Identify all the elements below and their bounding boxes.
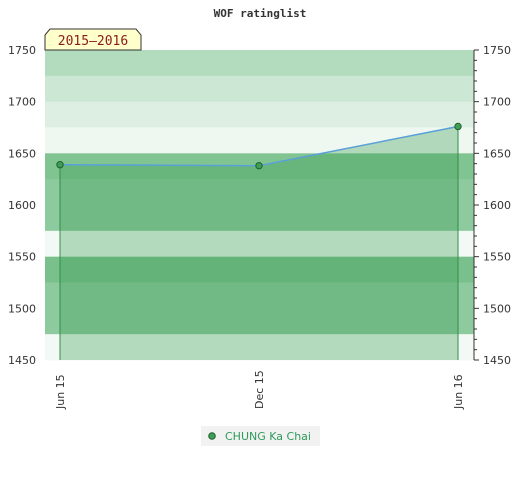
y-tick-label-left: 1650 xyxy=(8,147,36,160)
background-band xyxy=(45,308,474,335)
background-band xyxy=(45,205,474,232)
background-band xyxy=(45,75,474,103)
y-tick-label-left: 1750 xyxy=(8,44,36,57)
background-band xyxy=(45,179,474,206)
background-band xyxy=(45,256,474,283)
y-tick-label-left: 1450 xyxy=(8,354,36,367)
legend-box xyxy=(201,426,320,446)
background-band xyxy=(45,230,474,258)
drop-lines xyxy=(59,126,459,360)
y-tick-label-left: 1600 xyxy=(8,199,36,212)
season-badge: 2015–2016 xyxy=(44,28,142,51)
y-tick-label-right: 1650 xyxy=(483,147,511,160)
y-tick-label-left: 1500 xyxy=(8,302,36,315)
y-tick-label-right: 1750 xyxy=(483,44,511,57)
x-axis: Jun 15 Dec 15 Jun 16 xyxy=(54,370,465,410)
background-band xyxy=(45,50,474,77)
data-point[interactable] xyxy=(454,122,462,131)
background-band xyxy=(45,282,474,309)
y-tick-label-left: 1700 xyxy=(8,96,36,109)
y-axis-left: 1450 1500 1550 1600 1650 1700 1750 xyxy=(8,44,36,367)
y-tick-label-right: 1550 xyxy=(483,251,511,264)
data-point[interactable] xyxy=(56,161,64,169)
y-axis-right: 1450 1500 1550 1600 1650 1700 1750 xyxy=(473,44,511,367)
background-band xyxy=(45,127,474,154)
x-tick-label: Dec 15 xyxy=(253,370,266,409)
y-tick-label-right: 1450 xyxy=(483,354,511,367)
data-markers xyxy=(56,122,462,170)
x-tick-label: Jun 15 xyxy=(54,374,67,410)
background-band xyxy=(45,101,474,128)
legend[interactable]: CHUNG Ka Chai xyxy=(201,426,320,446)
y-tick-label-right: 1700 xyxy=(483,96,511,109)
y-tick-label-left: 1550 xyxy=(8,251,36,264)
chart-title: WOF ratinglist xyxy=(214,7,307,20)
data-point[interactable] xyxy=(255,162,263,170)
season-badge-box xyxy=(44,28,142,51)
series-area xyxy=(60,126,458,360)
y-tick-label-right: 1500 xyxy=(483,302,511,315)
background-band xyxy=(45,334,474,361)
y-tick-label-right: 1600 xyxy=(483,199,511,212)
legend-label: CHUNG Ka Chai xyxy=(225,430,311,443)
season-label: 2015–2016 xyxy=(58,34,128,49)
area-fill xyxy=(60,126,458,360)
legend-marker xyxy=(208,432,216,440)
x-tick-label: Jun 16 xyxy=(452,374,465,410)
